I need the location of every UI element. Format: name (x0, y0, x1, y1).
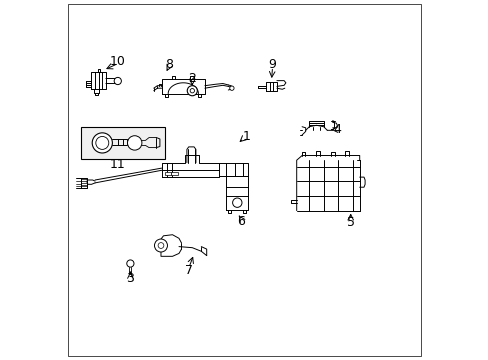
Circle shape (92, 133, 112, 153)
Text: 11: 11 (110, 158, 125, 171)
Circle shape (229, 86, 234, 90)
Circle shape (126, 260, 134, 267)
Circle shape (127, 136, 142, 150)
Bar (164, 172, 171, 175)
Text: 1: 1 (242, 130, 250, 143)
Text: 4: 4 (333, 123, 341, 136)
Circle shape (158, 243, 163, 248)
Text: 6: 6 (237, 215, 244, 228)
Text: 7: 7 (184, 264, 192, 277)
Circle shape (96, 136, 108, 149)
Text: 2: 2 (188, 72, 196, 85)
Text: 3: 3 (126, 272, 134, 285)
Circle shape (190, 89, 194, 93)
Circle shape (187, 86, 197, 96)
Bar (171, 172, 178, 175)
Text: 10: 10 (110, 55, 125, 68)
Text: 5: 5 (346, 216, 354, 229)
Circle shape (114, 77, 121, 85)
Bar (81, 127, 165, 159)
Circle shape (154, 239, 167, 252)
Circle shape (232, 198, 242, 207)
Text: 8: 8 (164, 58, 173, 71)
Text: 9: 9 (268, 58, 276, 71)
